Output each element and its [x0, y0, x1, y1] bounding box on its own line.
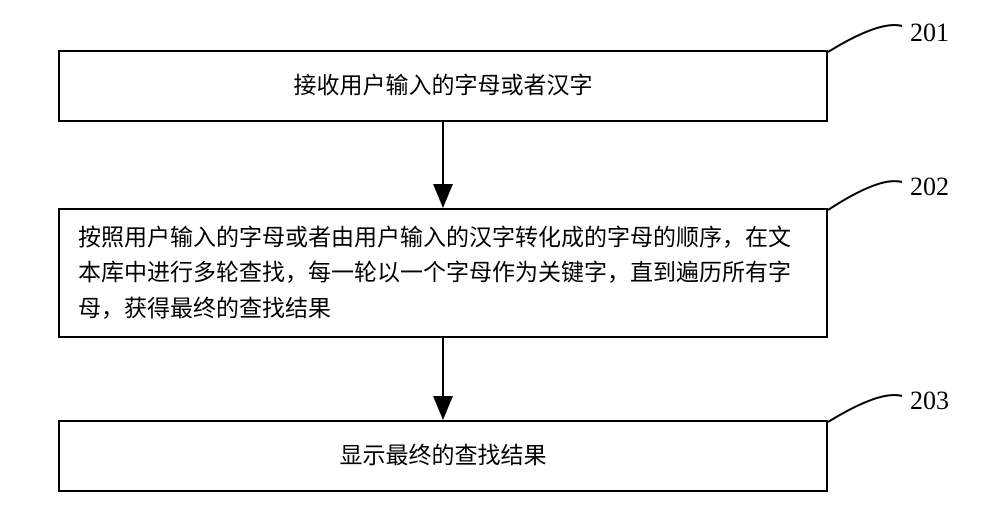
leader-step2 — [828, 181, 902, 210]
flow-node-step1: 接收用户输入的字母或者汉字 — [58, 50, 828, 122]
flow-node-step2-text: 按照用户输入的字母或者由用户输入的汉字转化成的字母的顺序，在文本库中进行多轮查找… — [78, 220, 808, 327]
flow-node-step3: 显示最终的查找结果 — [58, 420, 828, 492]
leader-step1 — [828, 25, 902, 52]
flow-node-step2-label: 202 — [910, 172, 949, 202]
flow-node-step1-label: 201 — [910, 18, 949, 48]
flowchart-canvas: 接收用户输入的字母或者汉字 201 按照用户输入的字母或者由用户输入的汉字转化成… — [0, 0, 1000, 526]
flow-node-step3-text: 显示最终的查找结果 — [340, 438, 547, 474]
flow-node-step1-text: 接收用户输入的字母或者汉字 — [294, 68, 593, 104]
flow-node-step3-label: 203 — [910, 386, 949, 416]
leader-step3 — [828, 395, 902, 422]
flow-node-step2: 按照用户输入的字母或者由用户输入的汉字转化成的字母的顺序，在文本库中进行多轮查找… — [58, 208, 828, 338]
